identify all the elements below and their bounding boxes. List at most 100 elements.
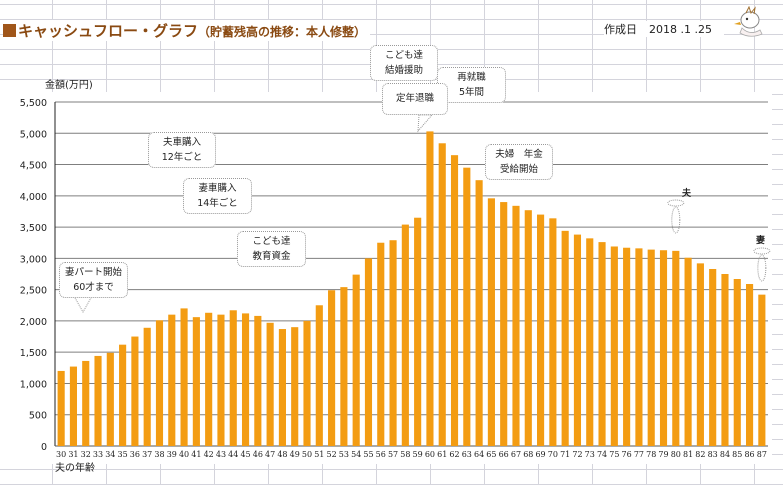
- ghost-icon: [671, 206, 681, 234]
- x-tick-label: 47: [265, 450, 275, 459]
- date-value: 2018 .1 .25: [649, 23, 712, 36]
- bar-56: [377, 242, 385, 446]
- x-tick-label: 56: [376, 450, 386, 459]
- bar-47: [266, 322, 274, 446]
- bar-45: [241, 313, 250, 446]
- x-tick-label: 81: [683, 450, 693, 459]
- bar-31: [69, 366, 78, 446]
- bar-62: [450, 155, 459, 446]
- x-tick-label: 87: [757, 450, 767, 459]
- x-tick-label: 60: [425, 450, 435, 459]
- bar-78: [647, 249, 655, 446]
- y-tick-label: 0: [41, 442, 47, 453]
- bar-44: [229, 310, 237, 446]
- bar-64: [475, 180, 483, 446]
- x-tick-label: 32: [81, 450, 91, 459]
- bar-85: [733, 279, 741, 446]
- bar-32: [82, 360, 90, 446]
- x-tick-label: 35: [118, 450, 128, 459]
- x-tick-label: 73: [585, 450, 595, 459]
- bar-30: [57, 370, 65, 446]
- x-tick-label: 59: [413, 450, 423, 459]
- bar-41: [192, 317, 200, 446]
- callout-line: 14年ごと: [197, 198, 238, 209]
- x-tick-label: 64: [474, 450, 484, 459]
- x-tick-label: 49: [290, 450, 300, 459]
- x-tick-label: 75: [609, 450, 619, 459]
- callout-line: 5年間: [458, 87, 485, 98]
- x-tick-label: 43: [216, 450, 226, 459]
- mascot-icon: [734, 6, 763, 37]
- ghost-icon: [667, 199, 685, 207]
- bar-60: [426, 131, 434, 446]
- x-tick-label: 85: [732, 450, 742, 459]
- bar-80: [672, 250, 680, 446]
- bar-79: [659, 250, 668, 446]
- bar-82: [696, 263, 704, 446]
- y-tick-label: 1,500: [20, 348, 47, 359]
- bar-72: [573, 234, 582, 446]
- callout-husband-car: 夫車購入 12年ごと: [148, 132, 216, 168]
- callout-line: こども達: [252, 236, 291, 247]
- callout-retire: 定年退職: [382, 83, 448, 115]
- y-tick-label: 2,500: [20, 286, 47, 297]
- bar-71: [561, 230, 569, 446]
- bar-66: [500, 202, 508, 446]
- callout-wife-part: 妻パート開始 60才まで: [59, 262, 128, 298]
- x-tick-label: 38: [154, 450, 164, 459]
- x-tick-label: 53: [339, 450, 349, 459]
- bar-69: [537, 214, 545, 446]
- bar-86: [745, 284, 754, 446]
- bar-87: [758, 294, 766, 446]
- y-tick-label: 1,000: [20, 379, 47, 390]
- bar-63: [463, 167, 471, 446]
- callout-line: 60才まで: [73, 282, 114, 293]
- callout-line: 12年ごと: [161, 152, 203, 163]
- callout-line: 妻車購入: [198, 183, 237, 194]
- y-tick-label: 3,000: [20, 254, 47, 265]
- x-tick-label: 31: [68, 450, 78, 459]
- bar-70: [549, 218, 557, 446]
- husband-marker-label: 夫: [682, 189, 692, 199]
- page-title: キャッシュフロー・グラフ（貯蓄残高の推移：本人修整）: [3, 20, 371, 41]
- bar-48: [278, 329, 286, 446]
- x-tick-label: 74: [597, 450, 607, 459]
- bar-54: [352, 274, 360, 446]
- x-tick-label: 55: [363, 450, 373, 459]
- bar-75: [610, 246, 618, 446]
- title-square-icon: [3, 24, 16, 37]
- y-tick-label: 2,000: [20, 317, 47, 328]
- bar-43: [217, 314, 225, 446]
- bar-49: [291, 327, 299, 446]
- callout-line: 夫車購入: [162, 137, 201, 148]
- bar-52: [328, 290, 336, 446]
- bar-46: [254, 315, 262, 446]
- date-label: 作成日: [604, 23, 637, 36]
- x-tick-label: 50: [302, 450, 312, 459]
- x-tick-label: 62: [449, 450, 459, 459]
- callout-tail: [417, 114, 434, 133]
- bar-38: [155, 320, 164, 446]
- bar-58: [401, 224, 409, 446]
- bar-83: [709, 268, 717, 446]
- ghost-icon: [757, 254, 767, 282]
- bar-36: [131, 336, 139, 446]
- x-tick-label: 65: [486, 450, 496, 459]
- y-tick-label: 500: [29, 411, 47, 422]
- x-tick-label: 48: [277, 450, 287, 459]
- chart-area: [0, 92, 772, 464]
- x-tick-label: 82: [695, 450, 705, 459]
- bar-81: [684, 257, 692, 446]
- bar-39: [168, 314, 176, 446]
- x-tick-label: 61: [437, 450, 447, 459]
- y-tick-label: 5,500: [20, 98, 47, 109]
- x-tick-label: 71: [560, 450, 570, 459]
- y-tick-label: 5,000: [20, 129, 47, 140]
- x-tick-label: 67: [511, 450, 521, 459]
- bar-84: [721, 274, 729, 446]
- x-tick-label: 51: [314, 450, 324, 459]
- bar-42: [205, 312, 213, 446]
- y-tick-label: 4,500: [20, 161, 47, 172]
- callout-wife-car: 妻車購入 14年ごと: [183, 178, 252, 214]
- callout-line: 受給開始: [499, 164, 538, 175]
